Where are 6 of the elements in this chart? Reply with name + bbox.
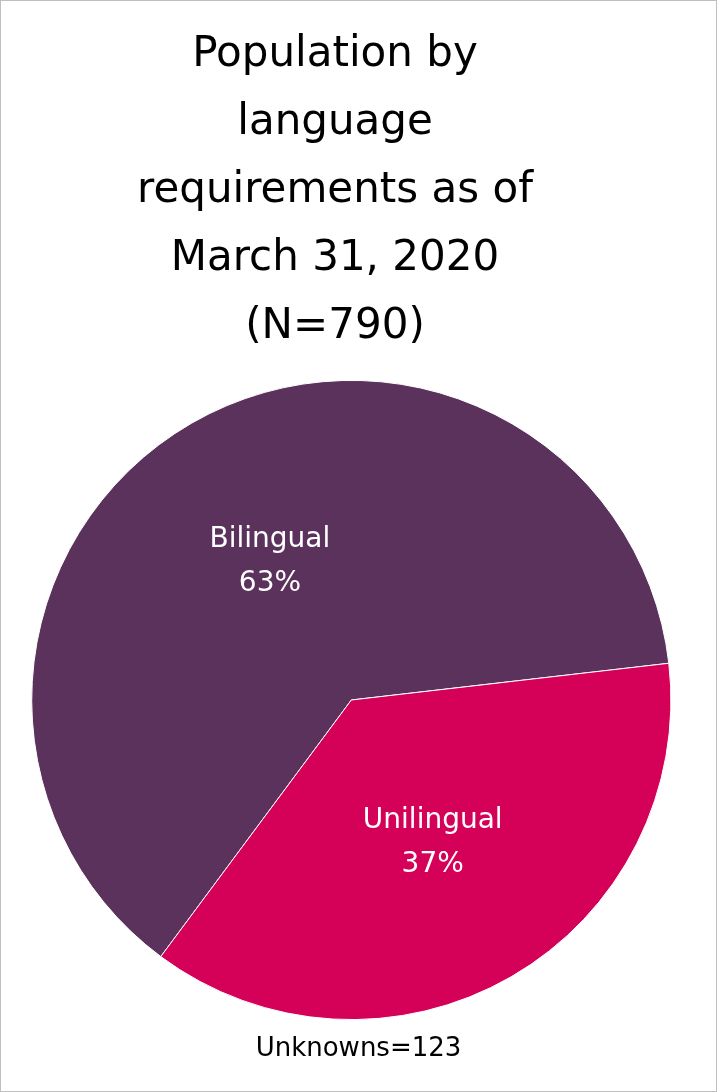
text: Unknowns=123 <box>254 1032 463 1062</box>
slice-label: Unilingual <box>362 802 503 836</box>
data-label: 37% <box>401 846 464 880</box>
chart-title: Population by language requirements as of March 31, 2020 (N=790) <box>136 26 535 350</box>
data-label: 63% <box>238 564 302 598</box>
slice-label: Bilingual <box>209 520 331 554</box>
